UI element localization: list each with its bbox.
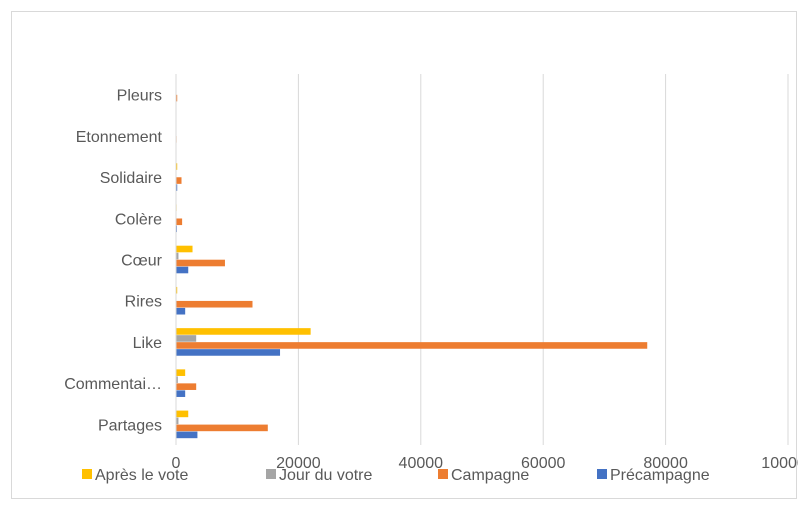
x-tick-label: 0 [172, 455, 181, 472]
bar [176, 266, 189, 274]
legend-swatch [266, 469, 276, 479]
bars [176, 80, 648, 439]
bar [176, 431, 198, 439]
bar [176, 245, 193, 253]
category-label: Pleurs [117, 88, 162, 105]
x-tick-label: 20000 [276, 455, 321, 472]
bar [176, 286, 178, 294]
chart-frame: Partages Commentai… Like Rires Cœur Colère Sol… [11, 11, 798, 499]
bar [176, 184, 178, 191]
legend: Après le vote Jour du votre Campagne Précam… [82, 467, 710, 484]
bar [176, 163, 178, 170]
legend-label: Après le vote [95, 467, 188, 484]
bar [176, 335, 197, 342]
legend-label: Jour du votre [279, 467, 372, 484]
gridlines [297, 74, 789, 445]
category-label: Rires [125, 294, 162, 311]
bar [176, 410, 189, 418]
bar [176, 349, 281, 356]
bar [176, 252, 179, 260]
x-tick-label: 100000 [761, 455, 798, 472]
bar [176, 390, 186, 397]
bar [176, 259, 225, 267]
bar [176, 424, 268, 432]
bar [176, 218, 183, 226]
category-label: Like [133, 335, 162, 352]
category-labels: Partages Commentai… Like Rires Cœur Colère Sol… [64, 88, 162, 435]
x-tick-label: 80000 [643, 455, 688, 472]
category-label: Cœur [121, 253, 163, 270]
category-label: Etonnement [76, 129, 163, 146]
legend-swatch [438, 469, 448, 479]
category-label: Partages [98, 417, 162, 434]
bar [176, 94, 178, 102]
legend-swatch [82, 469, 92, 479]
bar-chart: Partages Commentai… Like Rires Cœur Colère Sol… [64, 74, 798, 484]
bar [176, 328, 311, 335]
category-label: Solidaire [100, 170, 162, 187]
bar [176, 417, 179, 425]
bar [176, 300, 253, 308]
category-label: Colère [115, 211, 162, 228]
bar [176, 369, 186, 376]
bar [176, 307, 186, 315]
legend-label: Campagne [451, 467, 529, 484]
bar [176, 342, 648, 349]
legend-swatch [597, 469, 607, 479]
bar [176, 383, 197, 390]
x-tick-label: 60000 [521, 455, 566, 472]
x-tick-label: 40000 [399, 455, 444, 472]
category-label: Commentai… [64, 376, 162, 393]
legend-label: Précampagne [610, 467, 710, 484]
bar [176, 376, 178, 383]
x-tick-labels: 0 20000 40000 60000 80000 100000 [172, 455, 798, 472]
bar [176, 177, 182, 184]
